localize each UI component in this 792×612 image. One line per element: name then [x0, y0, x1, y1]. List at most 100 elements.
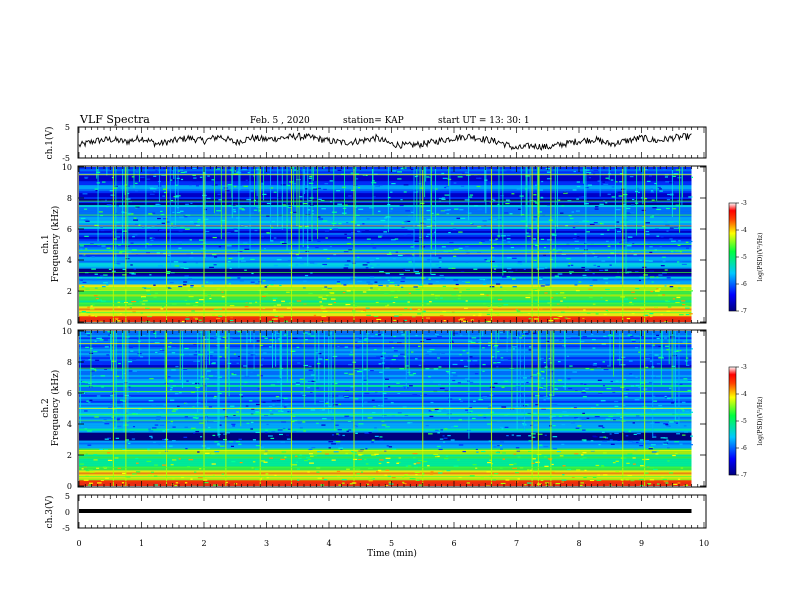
- spectrogram-cell: [271, 431, 276, 433]
- spectrogram-cell: [350, 221, 355, 223]
- spectrogram-cell: [399, 204, 404, 207]
- spectrogram-cell: [171, 440, 176, 442]
- spectrogram-cell: [183, 214, 186, 217]
- spectrogram-band: [79, 348, 692, 352]
- spectrogram-cell: [93, 453, 98, 456]
- spectrogram-cell: [96, 277, 100, 279]
- spectrogram-cell: [261, 180, 265, 182]
- spectrogram-cell: [403, 319, 407, 322]
- spectrogram-cell: [338, 434, 341, 436]
- spectrogram-cell: [122, 268, 126, 271]
- spectrogram-cell: [501, 428, 504, 430]
- spectrogram-cell: [555, 482, 561, 485]
- spectrogram-cell: [632, 243, 635, 245]
- spectrogram-cell: [276, 406, 281, 408]
- spectrogram-cell: [593, 362, 597, 365]
- spectrogram-cell: [580, 482, 584, 484]
- spectrogram-cell: [226, 245, 232, 247]
- time-axis-label: Time (min): [367, 548, 417, 559]
- spectrogram-cell: [619, 447, 623, 449]
- spectrogram-cell: [397, 178, 402, 180]
- spectrogram-cell: [603, 278, 609, 280]
- spectrogram-cell: [245, 179, 248, 181]
- spectrogram-cell: [423, 460, 428, 463]
- spectrogram-cell: [506, 238, 511, 240]
- spectrogram-cell: [490, 411, 495, 413]
- spectrogram-cell: [427, 465, 430, 467]
- spectrogram-cell: [375, 257, 380, 260]
- spectrogram-cell: [391, 476, 396, 479]
- spectrogram-cell: [625, 388, 630, 391]
- spectrogram-streak: [355, 167, 357, 224]
- spectrogram-band: [79, 476, 692, 479]
- spectrogram-cell: [227, 277, 231, 279]
- spectrogram-cell: [91, 374, 94, 377]
- spectrogram-band: [79, 306, 692, 309]
- spectrogram-cell: [526, 381, 529, 384]
- spectrogram-cell: [388, 386, 391, 388]
- spectrogram-band: [79, 170, 692, 174]
- spectrogram-cell: [296, 205, 300, 208]
- spectrogram-cell: [169, 389, 173, 391]
- spectrogram-cell: [346, 430, 349, 432]
- spectrogram-cell: [217, 193, 221, 196]
- spectrogram-cell: [428, 283, 433, 285]
- spectrogram-cell: [492, 199, 496, 201]
- spectrogram-cell: [436, 353, 441, 355]
- spectrogram-cell: [129, 431, 135, 433]
- spectrogram-cell: [183, 436, 188, 438]
- spectrogram-cell: [499, 467, 503, 469]
- spectrogram-cell: [241, 197, 247, 200]
- spectrogram-cell: [425, 368, 430, 370]
- spectrogram-cell: [162, 188, 167, 190]
- spectrogram-cell: [656, 235, 660, 237]
- spectrogram-streak: [145, 167, 147, 249]
- spectrogram-cell: [551, 463, 554, 466]
- spectrogram-cell: [409, 385, 413, 387]
- spectrogram-cell: [371, 399, 375, 401]
- spectrogram-cell: [345, 178, 348, 181]
- spectrogram-cell: [388, 481, 392, 483]
- spectrogram-cell: [636, 433, 641, 435]
- spectrogram-cell: [348, 363, 353, 366]
- spectrogram-band: [79, 310, 692, 313]
- spectrogram-cell: [438, 266, 442, 269]
- spectrogram-cell: [318, 296, 323, 298]
- spectrogram-cell: [462, 350, 466, 352]
- spectrogram-cell: [654, 290, 660, 292]
- spectrogram-streak: [624, 167, 626, 226]
- spectrogram-cell: [453, 182, 457, 184]
- spectrogram-cell: [277, 197, 281, 199]
- spectrogram-cell: [355, 426, 359, 428]
- spectrogram-cell: [663, 337, 668, 339]
- panel-waveform-ch3: 5 0 -5 ch.3(V): [44, 492, 707, 533]
- spectrogram-streak: [249, 331, 251, 343]
- spectrogram-streak: [217, 331, 219, 437]
- spectrogram-cell: [184, 171, 188, 173]
- spectrogram-cell: [495, 238, 498, 240]
- spectrogram-cell: [166, 272, 171, 274]
- spectrogram-cell: [158, 452, 161, 454]
- spectrogram-cell: [540, 238, 545, 240]
- spectrogram-band: [79, 254, 692, 257]
- spectrogram-cell: [241, 224, 244, 226]
- spectrogram-cell: [193, 304, 198, 307]
- spectrogram-streak: [362, 331, 364, 421]
- spectrogram-cell: [176, 173, 182, 175]
- spectrogram-band: [79, 410, 692, 413]
- spectrogram-cell: [428, 376, 431, 378]
- spectrogram-cell: [81, 468, 84, 470]
- spectrogram-cell: [188, 278, 193, 280]
- spectrogram-cell: [405, 269, 411, 272]
- spectrogram-cell: [532, 288, 538, 291]
- spectrogram-cell: [237, 250, 243, 252]
- spectrogram-cell: [543, 399, 546, 401]
- spectrogram-cell: [481, 450, 486, 453]
- spectrogram-cell: [392, 258, 396, 260]
- spectrogram-band: [79, 422, 692, 425]
- spectrogram-cell: [121, 412, 124, 414]
- time-tick-label: 1: [139, 539, 144, 548]
- spectrogram-cell: [618, 242, 622, 244]
- spectrogram-cell: [322, 477, 325, 479]
- spectrogram-cell: [600, 400, 606, 402]
